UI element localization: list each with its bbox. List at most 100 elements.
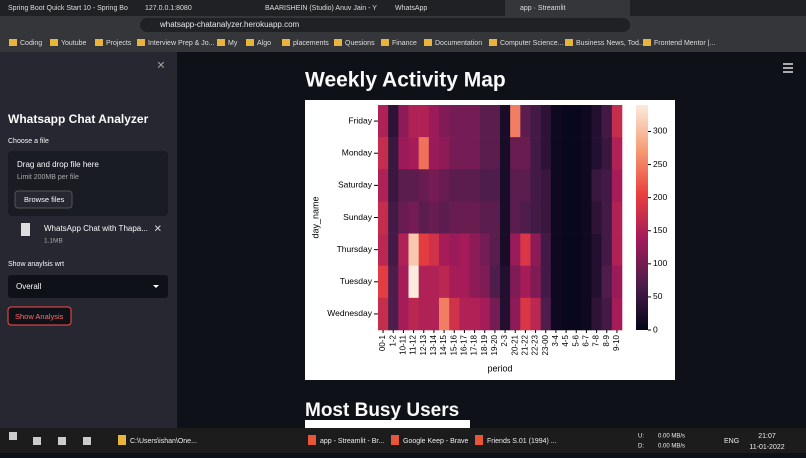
address-bar[interactable] [140,18,630,32]
heat-cell [571,265,582,299]
x-tick-label: 21-22 [521,334,530,355]
bookmark-icon [334,39,342,46]
y-tick-label: Monday [342,147,373,157]
heat-cell [510,297,521,331]
heat-cell [520,265,531,299]
taskbar-icon[interactable] [58,437,66,445]
bookmark-icon [643,39,651,46]
browse-button[interactable] [14,190,73,209]
heat-cell [398,233,409,267]
heat-cell [550,105,562,138]
heat-cell [449,169,460,202]
bookmark[interactable]: Projects [106,40,132,47]
x-axis-label: period [487,363,512,373]
browse-label[interactable]: Browse files [24,195,65,204]
heat-cell [459,265,470,299]
x-tick-label: 4-5 [561,334,570,346]
taskbar-icon[interactable] [33,437,41,445]
close-sidebar[interactable]: × [157,57,165,73]
taskbar-app[interactable]: app - Streamlit - Br... [320,438,384,445]
heat-cell [378,137,389,170]
net-speed: 0.00 MB/s [658,434,685,440]
x-tick-label: 20-21 [510,334,519,355]
bookmark[interactable]: Coding [20,40,42,47]
bookmark[interactable]: Algo [257,40,271,47]
heat-cell [561,105,572,138]
dropzone-text: Drag and drop file here [17,160,99,169]
bookmark[interactable]: Interview Prep & Jo... [148,40,215,47]
y-tick-label: Friday [348,115,372,125]
bookmark[interactable]: placements [293,40,329,47]
taskbar-app[interactable]: Friends S.01 (1994) ... [487,438,557,445]
heat-cell [520,137,531,170]
heat-cell [500,137,511,170]
heat-cell [459,105,470,138]
heat-cell [611,137,623,170]
heat-cell [408,297,419,331]
heat-cell [439,137,450,170]
x-tick-label: 7-8 [592,334,601,346]
bookmark[interactable]: Quesions [345,40,375,47]
taskbar-app[interactable]: Google Keep - Brave [403,438,468,445]
active-tab[interactable] [505,0,630,16]
heat-cell [418,105,430,138]
heat-cell [540,105,552,138]
heat-cell [530,201,541,234]
taskbar-icon[interactable] [83,437,91,445]
bookmark[interactable]: Business News, Tod... [576,40,645,47]
bookmark[interactable]: Finance [392,40,417,47]
bookmark-icon [282,39,290,46]
heat-cell [591,137,602,170]
heat-cell [398,105,409,138]
tab-title[interactable]: WhatsApp [395,5,427,12]
heat-cell [459,297,470,331]
bookmark-icon [246,39,254,46]
heat-cell [418,265,430,299]
heat-cell [459,201,470,234]
bookmark-icon [565,39,573,46]
heat-cell [581,265,592,299]
colorbar-tick-label: 200 [653,192,667,202]
bookmark-icon [381,39,389,46]
heat-cell [561,233,572,267]
heat-cell [449,265,460,299]
remove-file[interactable]: × [154,220,162,235]
heat-cell [520,169,531,202]
heat-cell [388,297,399,331]
heat-cell [388,265,399,299]
heat-cell [489,169,501,202]
x-tick-label: 23-00 [541,334,550,355]
heat-cell [418,169,430,202]
heat-cell [459,169,470,202]
heat-cell [520,297,531,331]
heat-cell [459,137,470,170]
tab-title[interactable]: app · Streamlit [520,5,566,12]
menu-icon[interactable] [783,63,793,73]
taskbar-app-icon [391,435,399,445]
heat-cell [439,233,450,267]
bookmark[interactable]: Computer Science... [500,40,563,47]
heat-cell [571,297,582,331]
bookmark[interactable]: Documentation [435,40,482,47]
show-analysis-button[interactable] [7,306,72,326]
tab-title[interactable]: Spring Boot Quick Start 10 - Spring Bo [8,5,128,12]
heat-cell [540,233,552,267]
heat-cell [500,201,511,234]
taskbar-app[interactable]: C:\Users\ishan\One... [130,438,197,445]
heat-cell [469,201,480,234]
heat-cell [388,105,399,138]
heat-cell [388,169,399,202]
bookmark[interactable]: Youtube [61,40,87,47]
heat-cell [540,137,552,170]
bookmark[interactable]: My [228,40,238,47]
tab-title[interactable]: 127.0.0.1:8080 [145,5,192,12]
taskbar-icon[interactable] [9,432,17,440]
heat-cell [378,233,389,267]
heat-cell [510,201,521,234]
select-box[interactable] [8,275,168,298]
bookmark[interactable]: Frontend Mentor |... [654,40,715,47]
x-tick-label: 2-3 [500,334,509,346]
button-label[interactable]: Show Analysis [15,312,64,321]
tab-title[interactable]: BAARISHEIN (Studio) Anuv Jain - Y [265,5,377,12]
select-arrow [153,285,159,288]
